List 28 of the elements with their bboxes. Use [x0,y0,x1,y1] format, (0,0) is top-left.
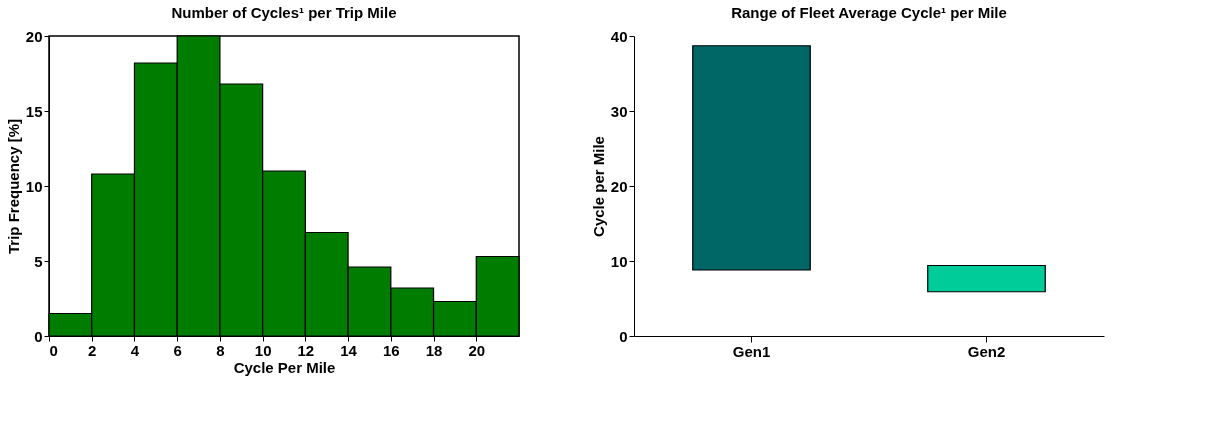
y-tick-label: 0 [34,327,43,345]
x-tick-label: 14 [340,341,358,359]
y-tick-label: 5 [34,252,43,270]
x-tick-label: 6 [173,341,182,359]
x-tick-label: 8 [216,341,225,359]
x-tick-label: 2 [88,341,97,359]
x-tick-label: 0 [49,341,58,359]
y-tick-label: 20 [610,177,628,195]
y-tick-label: 20 [25,27,43,45]
x-tick-label: 16 [382,341,400,359]
x-tick-label: 18 [425,341,443,359]
x-tick-label: Gen2 [967,342,1006,360]
chart-title: Range of Fleet Average Cycle¹ per Mile [731,4,1007,21]
chart-title: Number of Cycles¹ per Trip Mile [171,4,397,21]
x-tick-label: 20 [468,341,486,359]
x-tick-label: 10 [254,341,272,359]
x-tick-label: Gen1 [732,342,771,360]
x-axis-title: Cycle Per Mile [233,358,336,376]
x-tick-label: 4 [130,341,140,359]
y-tick-label: 10 [25,177,43,195]
y-axis-title: Cycle per Mile [589,136,607,237]
y-tick-label: 30 [610,102,628,120]
y-tick-label: 15 [25,102,43,120]
x-tick-label: 12 [297,341,315,359]
y-tick-label: 0 [619,327,628,345]
y-tick-label: 10 [610,252,628,270]
y-axis-title: Trip Frequency [%] [4,118,22,255]
y-tick-label: 40 [610,27,628,45]
